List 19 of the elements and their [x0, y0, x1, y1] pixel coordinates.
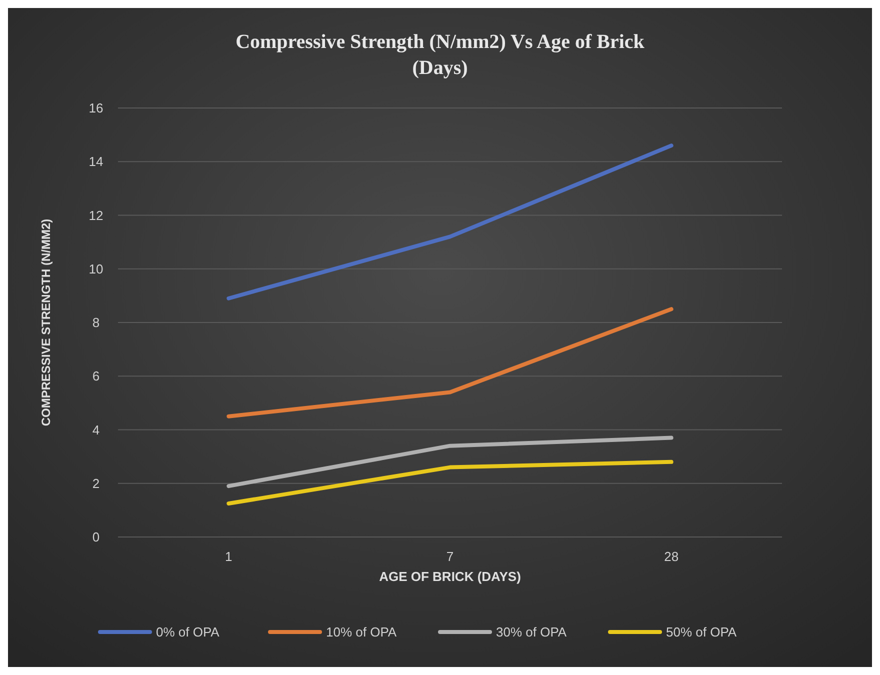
x-tick-label: 7: [446, 549, 454, 564]
y-tick-label: 6: [92, 368, 100, 384]
x-tick-label: 28: [664, 549, 679, 564]
y-tick-label: 4: [92, 422, 100, 438]
y-axis-title: COMPRESSIVE STRENGTH (N/MM2): [39, 218, 53, 426]
y-tick-label: 12: [88, 208, 104, 223]
chart-title: Compressive Strength (N/mm2) Vs Age of Brick (Days): [236, 31, 646, 79]
y-tick-label: 0: [92, 530, 100, 545]
y-tick-label: 16: [88, 100, 104, 116]
x-axis-title: AGE OF BRICK (DAYS): [379, 569, 521, 584]
y-tick-label: 8: [92, 315, 100, 330]
legend-label: 30% of OPA: [496, 624, 567, 640]
legend-label: 50% of OPA: [666, 624, 737, 640]
y-tick-label: 14: [88, 154, 104, 170]
legend-label: 0% of OPA: [156, 624, 220, 640]
x-tick-label: 1: [225, 549, 232, 564]
legend-label: 10% of OPA: [326, 624, 397, 640]
y-tick-label: 10: [88, 261, 104, 276]
y-tick-label: 2: [92, 476, 100, 491]
